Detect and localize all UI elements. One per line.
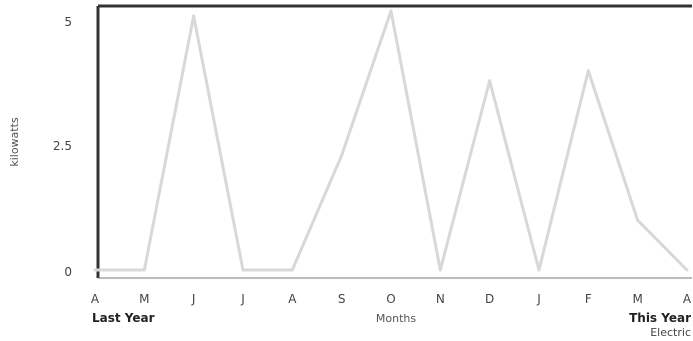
legend-series-label: Electric bbox=[650, 326, 691, 339]
data-point bbox=[241, 268, 245, 272]
data-point bbox=[389, 9, 393, 13]
period-start-label: Last Year bbox=[92, 311, 155, 325]
data-point bbox=[93, 268, 97, 272]
series-line bbox=[95, 9, 689, 272]
data-point bbox=[340, 153, 344, 157]
x-tick-label: S bbox=[338, 292, 346, 306]
x-tick-label: A bbox=[288, 292, 297, 306]
data-point bbox=[488, 79, 492, 83]
x-tick-label: M bbox=[139, 292, 149, 306]
y-axis-title: kilowatts bbox=[8, 117, 21, 167]
x-tick-label: M bbox=[632, 292, 642, 306]
x-tick-label: J bbox=[536, 292, 541, 306]
x-tick-label: N bbox=[436, 292, 445, 306]
plot-frame bbox=[96, 4, 692, 279]
y-axis-ticks: 0 2.5 5 bbox=[53, 15, 72, 279]
data-point bbox=[537, 268, 541, 272]
x-tick-label: J bbox=[240, 292, 245, 306]
x-tick-label: A bbox=[91, 292, 100, 306]
x-tick-label: D bbox=[485, 292, 494, 306]
x-tick-label: O bbox=[386, 292, 395, 306]
y-tick-label: 0 bbox=[64, 265, 72, 279]
x-tick-label: J bbox=[191, 292, 196, 306]
x-tick-label: F bbox=[585, 292, 592, 306]
series-layer bbox=[93, 9, 689, 272]
x-tick-label: A bbox=[683, 292, 692, 306]
x-axis-title: Months bbox=[376, 312, 416, 325]
data-point bbox=[142, 268, 146, 272]
y-tick-label: 5 bbox=[64, 15, 72, 29]
y-tick-label: 2.5 bbox=[53, 139, 72, 153]
data-point bbox=[586, 69, 590, 73]
data-point bbox=[685, 268, 689, 272]
data-point bbox=[636, 218, 640, 222]
period-end-label: This Year bbox=[629, 311, 691, 325]
data-point bbox=[290, 268, 294, 272]
data-point bbox=[192, 14, 196, 18]
data-point bbox=[438, 268, 442, 272]
